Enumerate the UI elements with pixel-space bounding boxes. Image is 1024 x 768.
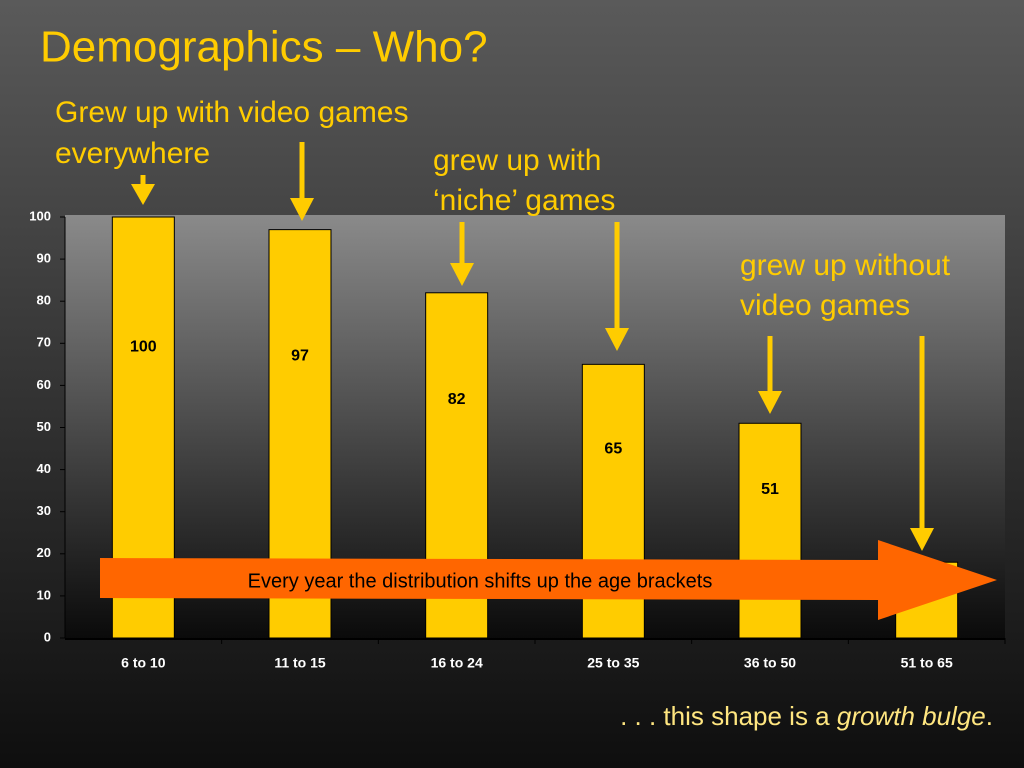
y-tick-label: 30	[37, 503, 51, 518]
y-tick-label: 70	[37, 335, 51, 350]
x-tick-label: 16 to 24	[431, 655, 483, 671]
shift-arrow	[100, 540, 997, 620]
x-tick-label: 11 to 15	[274, 655, 326, 671]
arrow-head	[605, 328, 629, 351]
arrow-head	[910, 528, 934, 551]
data-label: 100	[130, 339, 157, 356]
x-tick-label: 6 to 10	[121, 655, 166, 671]
footer-emphasis: growth bulge	[837, 701, 986, 731]
y-tick-label: 0	[44, 629, 51, 644]
x-tick-label: 36 to 50	[744, 655, 796, 671]
y-tick-label: 80	[37, 293, 51, 308]
x-tick-label: 25 to 35	[587, 655, 639, 671]
arrow-head	[290, 198, 314, 221]
footer: . . . this shape is a growth bulge.	[620, 701, 993, 731]
slide-title: Demographics – Who?	[40, 23, 488, 72]
arrow-head	[450, 263, 474, 286]
y-tick-label: 20	[37, 545, 51, 560]
y-tick-label: 90	[37, 251, 51, 266]
overlay: Every year the distribution shifts up th…	[100, 142, 997, 620]
footer-text: . . . this shape is a	[620, 701, 837, 731]
y-tick-label: 50	[37, 419, 51, 434]
pointer-arrows	[131, 142, 934, 551]
annotation: grew up with	[433, 144, 601, 177]
arrow-head	[758, 391, 782, 414]
data-label: 97	[291, 347, 309, 364]
footer-text: .	[986, 701, 993, 731]
annotation: ‘niche’ games	[433, 184, 615, 217]
arrow-head	[131, 184, 155, 205]
y-tick-label: 60	[37, 377, 51, 392]
annotation: video games	[740, 289, 910, 322]
bar	[738, 422, 802, 639]
annotation: Grew up with video games	[55, 96, 409, 129]
y-tick-label: 40	[37, 461, 51, 476]
annotation: everywhere	[55, 137, 210, 170]
y-tick-label: 100	[29, 208, 51, 223]
y-tick-label: 10	[37, 587, 51, 602]
annotation: grew up without	[740, 249, 951, 282]
data-label: 65	[604, 440, 622, 457]
shift-arrow-text: Every year the distribution shifts up th…	[248, 570, 713, 592]
x-tick-label: 51 to 65	[901, 655, 953, 671]
data-label: 51	[761, 481, 779, 498]
data-label: 82	[448, 391, 466, 408]
